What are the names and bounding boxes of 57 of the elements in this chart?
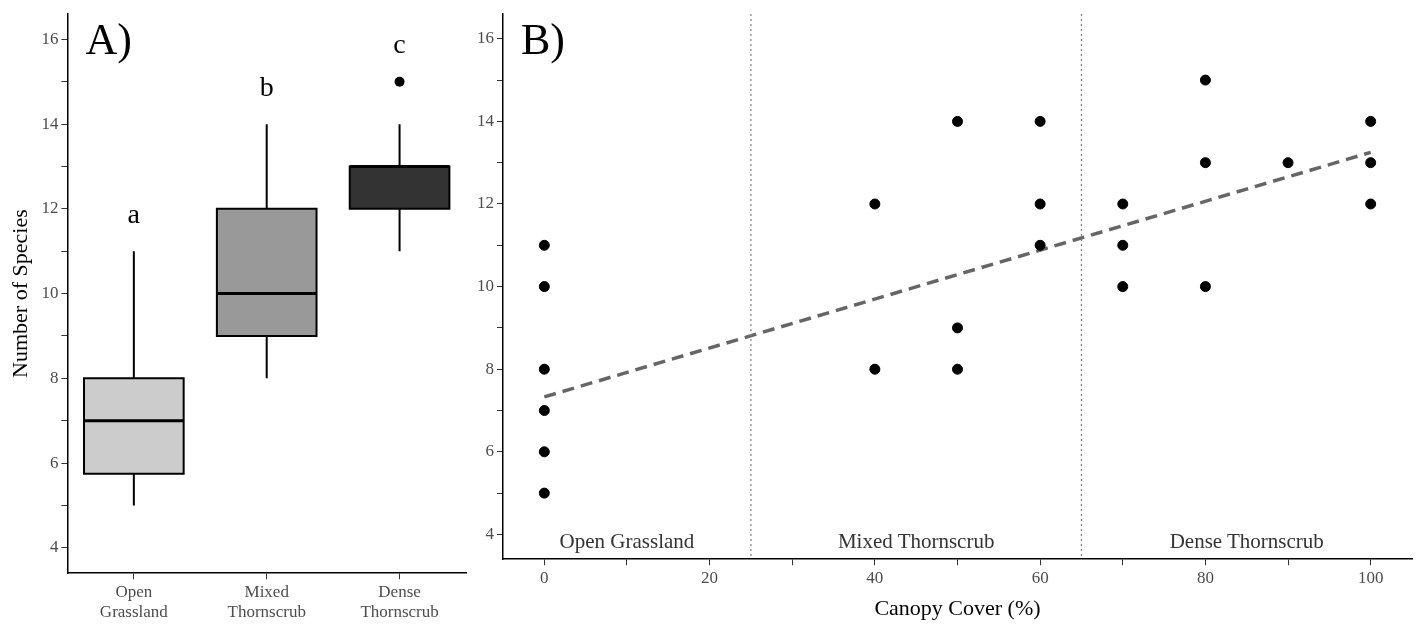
point <box>538 239 550 251</box>
y-axis-title: Number of Species <box>6 209 32 378</box>
annotation: a <box>127 197 141 229</box>
point <box>869 198 881 210</box>
y-tick-label: 10 <box>477 276 494 296</box>
point <box>1199 74 1211 86</box>
y-tick-label: 16 <box>41 28 59 48</box>
y-tick-label: 4 <box>485 523 495 543</box>
point <box>538 487 550 499</box>
point <box>1117 198 1129 210</box>
y-tick-label: 16 <box>477 28 494 48</box>
x-axis-title: Canopy Cover (%) <box>874 594 1041 620</box>
annotation: Dense Thornscrub <box>1169 529 1324 554</box>
x-tick-label: 60 <box>1031 567 1049 587</box>
x-tick-label: 80 <box>1196 567 1214 587</box>
annotation: Mixed Thornscrub <box>837 529 995 554</box>
y-tick-label: 12 <box>477 193 494 213</box>
x-tick-label: Open Grassland <box>99 581 169 622</box>
point <box>1034 198 1046 210</box>
point <box>952 115 963 127</box>
point <box>1117 281 1129 293</box>
x-tick-label: Mixed Thornscrub <box>227 581 306 622</box>
y-tick-label: 14 <box>41 113 59 133</box>
point <box>1365 115 1377 127</box>
point <box>538 446 550 458</box>
y-tick-label: 8 <box>49 367 59 387</box>
point <box>1282 157 1294 169</box>
point <box>1199 281 1211 293</box>
x-tick-label: Dense Thornscrub <box>360 581 439 622</box>
annotation: b <box>259 70 274 102</box>
point <box>1365 198 1377 210</box>
annotation: A) <box>85 14 132 64</box>
y-tick-label: 10 <box>41 283 59 303</box>
point <box>538 363 550 375</box>
point <box>952 363 963 375</box>
y-tick-label: 14 <box>477 110 495 130</box>
point <box>1034 115 1046 127</box>
point <box>1199 157 1211 169</box>
point <box>538 405 550 417</box>
y-tick-label: 6 <box>485 441 494 461</box>
y-tick-label: 12 <box>41 198 59 218</box>
x-tick-label: 20 <box>701 567 719 587</box>
y-tick-label: 8 <box>485 358 494 378</box>
x-tick-label: 100 <box>1357 567 1384 587</box>
point <box>1117 239 1129 251</box>
annotation: B) <box>521 14 565 64</box>
x-tick-label: 0 <box>540 567 549 587</box>
point <box>952 322 963 334</box>
annotation: Open Grassland <box>559 529 695 554</box>
point <box>1365 157 1377 169</box>
y-tick-label: 4 <box>49 537 59 557</box>
point <box>869 363 881 375</box>
annotation: c <box>393 28 406 60</box>
point <box>538 281 550 293</box>
point <box>1034 239 1046 251</box>
y-tick-label: 6 <box>49 452 59 472</box>
x-tick-label: 40 <box>866 567 884 587</box>
